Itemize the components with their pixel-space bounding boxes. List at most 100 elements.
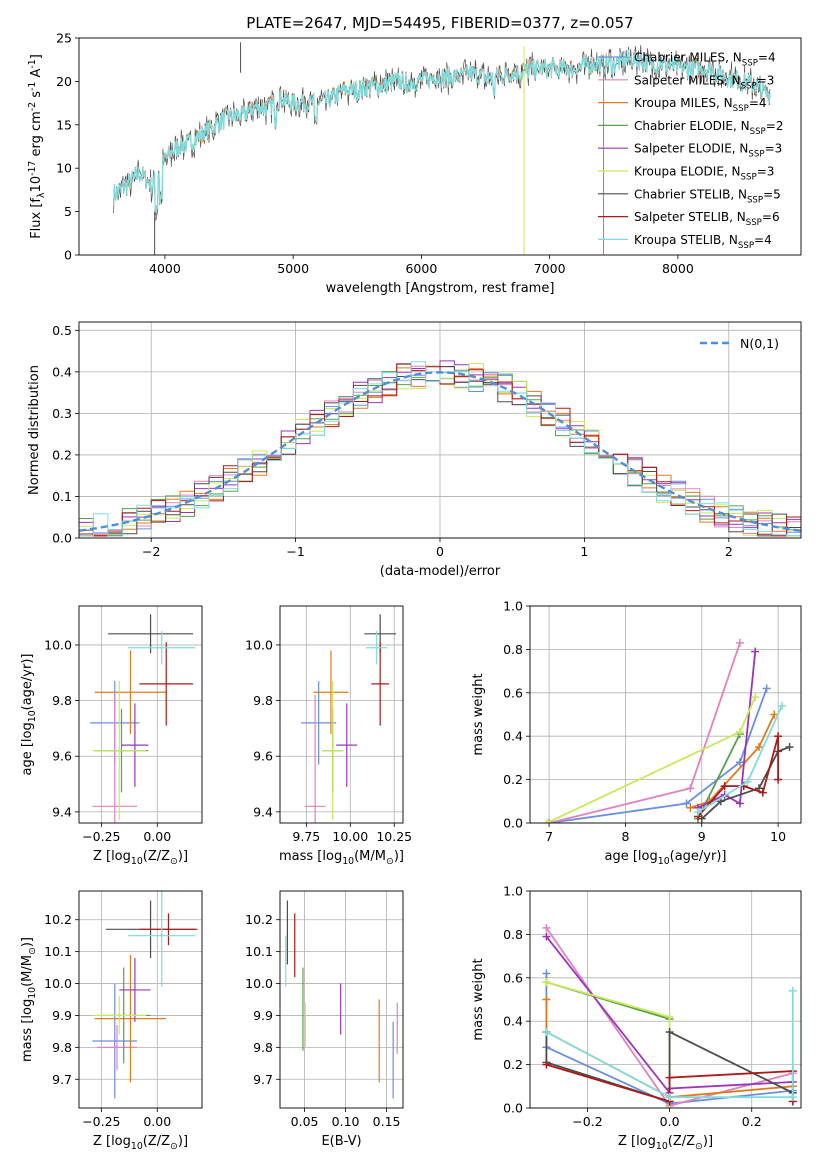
plus-marker <box>777 701 786 710</box>
errorbar-point-4 <box>121 703 149 787</box>
y-tick-label: 10.1 <box>245 944 273 959</box>
plus-marker <box>774 732 783 741</box>
y-tick-label: 10.0 <box>245 637 273 652</box>
y-tick-label: 0 <box>64 248 72 263</box>
axes-frame <box>279 890 404 1109</box>
y-tick-label: 0.1 <box>52 489 72 504</box>
y-tick-label: 1.0 <box>503 599 523 614</box>
legend-item: Chabrier MILES, NSSP​=4 <box>598 51 776 69</box>
residuals-xlabel: (data-model)/error <box>380 564 501 579</box>
plus-marker <box>788 1093 797 1102</box>
plus-marker <box>720 782 729 791</box>
y-tick-label: 9.7 <box>52 1072 72 1087</box>
plus-marker <box>542 969 551 978</box>
y-tick-label: 10.0 <box>44 637 72 652</box>
legend-label: Salpeter MILES, NSSP​=3 <box>634 73 774 91</box>
x-tick-label: 6000 <box>405 261 437 276</box>
y-tick-label: 10 <box>56 161 72 176</box>
weight-series-8 <box>542 986 797 1102</box>
legend-label: Kroupa ELODIE, NSSP​=3 <box>634 165 774 183</box>
plus-marker <box>735 638 744 647</box>
spectrum-line-8 <box>112 50 771 213</box>
plus-marker <box>770 710 779 719</box>
plus-marker <box>751 647 760 656</box>
y-tick-label: 9.9 <box>52 1008 72 1023</box>
axes-frame <box>78 890 203 1109</box>
errorbar-point-0 <box>92 983 138 1099</box>
plus-marker <box>743 777 752 786</box>
residuals-legend: N(0,1) <box>700 336 779 351</box>
plus-marker <box>542 995 551 1004</box>
plus-marker <box>686 784 695 793</box>
y-tick-label: 9.8 <box>253 1040 273 1055</box>
errorbar-point-2 <box>94 954 167 1083</box>
legend-label: Chabrier STELIB, NSSP​=5 <box>634 187 781 205</box>
mass-vs-Z-plot-area <box>92 891 198 1099</box>
y-tick-label: 0.6 <box>503 685 523 700</box>
y-tick-label: 5 <box>64 204 72 219</box>
x-tick-label: −1 <box>286 544 304 559</box>
weight-series-0 <box>545 684 771 823</box>
y-tick-label: 9.4 <box>253 804 273 819</box>
y-tick-label: 0.2 <box>503 772 523 787</box>
x-tick-label: −0.2 <box>572 1114 602 1129</box>
errorbar-point-8 <box>128 631 196 665</box>
legend-item: Chabrier ELODIE, NSSP​=2 <box>598 119 783 137</box>
x-tick-label: 0.00 <box>143 1114 171 1129</box>
errorbar-point-1 <box>304 695 326 823</box>
x-tick-label: 0.15 <box>373 1114 401 1129</box>
errorbar-point-1 <box>92 695 138 823</box>
x-tick-label: −2 <box>142 544 160 559</box>
mass-vs-EBV-plot-area <box>285 900 398 1099</box>
y-tick-label: 9.4 <box>52 804 72 819</box>
y-tick-label: 9.8 <box>52 1040 72 1055</box>
y-tick-label: 0.6 <box>503 970 523 985</box>
y-tick-label: 10.1 <box>44 944 72 959</box>
plus-marker <box>542 923 551 932</box>
age-vs-mass-xlabel: mass [log10​(M/M⊙​)] <box>279 849 404 867</box>
age-vs-mass-panel: 9.75 10.00 10.25 9.4 9.6 9.8 10.0 mass [log10​(… <box>245 605 412 867</box>
x-tick-label: 0.10 <box>332 1114 360 1129</box>
plus-marker <box>542 1028 551 1037</box>
plus-marker <box>545 819 554 823</box>
x-tick-label: 7000 <box>534 261 566 276</box>
x-tick-label: 7 <box>545 829 553 844</box>
axes-frame <box>78 37 802 256</box>
errorbar-point-4 <box>119 958 151 1022</box>
mass-vs-Z-ylabel: mass [log10​(M/M⊙​)] <box>20 937 38 1062</box>
errorbar-point-5 <box>92 681 147 821</box>
plus-marker <box>788 986 797 995</box>
age-vs-Z-ylabel: age [log10​(age/yr)] <box>20 654 38 776</box>
weight-line <box>545 990 794 1099</box>
plus-marker <box>686 803 695 812</box>
plus-marker <box>665 1028 674 1037</box>
y-tick-label: 0.2 <box>52 447 72 462</box>
legend-label: Salpeter STELIB, NSSP​=6 <box>634 210 780 228</box>
errorbar-point-6 <box>108 614 194 654</box>
errorbar-point-7 <box>139 913 198 946</box>
plus-marker <box>542 819 551 823</box>
axes-frame <box>78 605 203 824</box>
plus-marker <box>755 743 764 752</box>
mass-vs-EBV-xlabel: E(B-V) <box>321 1134 361 1149</box>
weight-line <box>690 714 776 809</box>
x-tick-label: 4000 <box>149 261 181 276</box>
errorbar-point-7 <box>371 642 389 726</box>
x-tick-label: 1 <box>580 544 588 559</box>
spectrum-ylabel: Flux [fλ​10-17​ erg cm-2​ s-1​ A-1​] <box>27 54 47 239</box>
y-tick-label: 10.2 <box>44 912 72 927</box>
weight-vs-Z-xlabel: Z [log10​(Z/Z⊙​)] <box>618 1134 713 1152</box>
plus-marker <box>542 1060 551 1069</box>
mass-vs-Z-xlabel: Z [log10​(Z/Z⊙​)] <box>93 1134 188 1152</box>
y-tick-label: 0.3 <box>52 406 72 421</box>
age-vs-Z-xlabel: Z [log10​(Z/Z⊙​)] <box>93 849 188 867</box>
y-tick-label: 0.4 <box>503 729 523 744</box>
weight-line <box>548 688 768 823</box>
weight-series-8 <box>693 701 786 817</box>
x-tick-label: 2 <box>725 544 733 559</box>
plus-marker <box>542 978 551 987</box>
weight-vs-age-xlabel: age [log10​(age/yr)] <box>605 849 727 867</box>
spectrum-panel: 4000 5000 6000 7000 8000 0 5 10 15 20 25 wavelength… <box>27 31 802 296</box>
legend-item: Chabrier STELIB, NSSP​=5 <box>598 187 781 205</box>
y-tick-label: 9.6 <box>52 749 72 764</box>
